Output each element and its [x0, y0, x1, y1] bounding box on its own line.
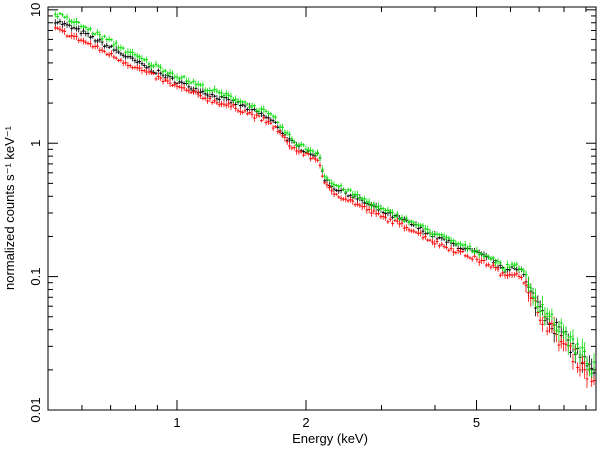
- y-tick-label: 0.1: [28, 268, 43, 286]
- plot-frame: [47, 6, 597, 411]
- axis-ticks: 1 2 5 0.01 0.1 1 10: [28, 3, 596, 430]
- series-group: [53, 18, 596, 379]
- x-tick-label: 2: [302, 415, 309, 430]
- y-tick-label: 0.01: [28, 397, 43, 422]
- x-axis-title: Energy (keV): [292, 431, 368, 446]
- x-tick-label: 5: [473, 415, 480, 430]
- data-points: [53, 11, 596, 388]
- series-group: [53, 11, 596, 378]
- y-tick-label: 10: [28, 3, 43, 17]
- y-axis-title: normalized counts s⁻¹ keV⁻¹: [2, 125, 17, 290]
- series-group: [53, 25, 596, 388]
- x-tick-label: 1: [173, 415, 180, 430]
- y-tick-label: 1: [28, 140, 43, 147]
